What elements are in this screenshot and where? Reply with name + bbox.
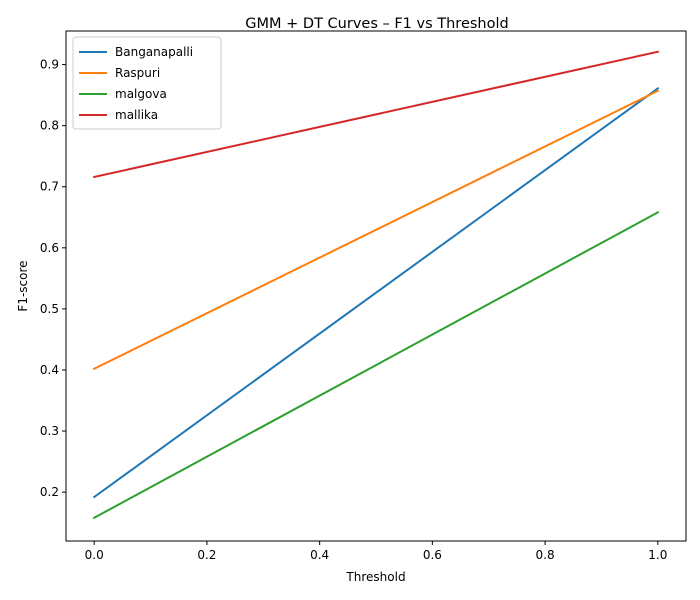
chart-title: GMM + DT Curves – F1 vs Threshold xyxy=(245,16,508,32)
legend: Banganapalli Raspuri malgova mallika xyxy=(72,36,222,130)
x-tick-label: 0.4 xyxy=(310,548,329,562)
y-tick-label: 0.4 xyxy=(40,363,59,377)
legend-label: Raspuri xyxy=(115,66,160,80)
y-tick-label: 0.5 xyxy=(40,302,59,316)
legend-label: malgova xyxy=(115,87,167,101)
legend-label: Banganapalli xyxy=(115,45,193,59)
x-tick-label: 0.0 xyxy=(85,548,104,562)
y-tick-label: 0.6 xyxy=(40,241,59,255)
y-axis: 0.2 0.3 0.4 0.5 0.6 0.7 0.8 0.9 xyxy=(40,58,66,499)
y-tick-label: 0.2 xyxy=(40,485,59,499)
x-tick-label: 0.8 xyxy=(536,548,555,562)
series-line-banganapalli xyxy=(92,87,660,499)
y-tick-label: 0.3 xyxy=(40,424,59,438)
x-axis: 0.0 0.2 0.4 0.6 0.8 1.0 xyxy=(85,541,667,562)
y-tick-label: 0.9 xyxy=(40,58,59,72)
plot-area xyxy=(92,50,660,520)
x-axis-label: Threshold xyxy=(345,570,405,584)
y-axis-label: F1-score xyxy=(16,260,30,311)
x-tick-label: 0.2 xyxy=(197,548,216,562)
y-tick-label: 0.8 xyxy=(40,119,59,133)
plot-frame xyxy=(65,30,687,542)
legend-label: mallika xyxy=(115,108,158,122)
legend-box xyxy=(72,36,222,130)
x-tick-label: 1.0 xyxy=(648,548,667,562)
x-tick-label: 0.6 xyxy=(423,548,442,562)
series-line-mallika xyxy=(92,50,660,179)
series-line-malgova xyxy=(92,211,660,520)
series-line-raspuri xyxy=(92,89,660,371)
y-tick-label: 0.7 xyxy=(40,180,59,194)
